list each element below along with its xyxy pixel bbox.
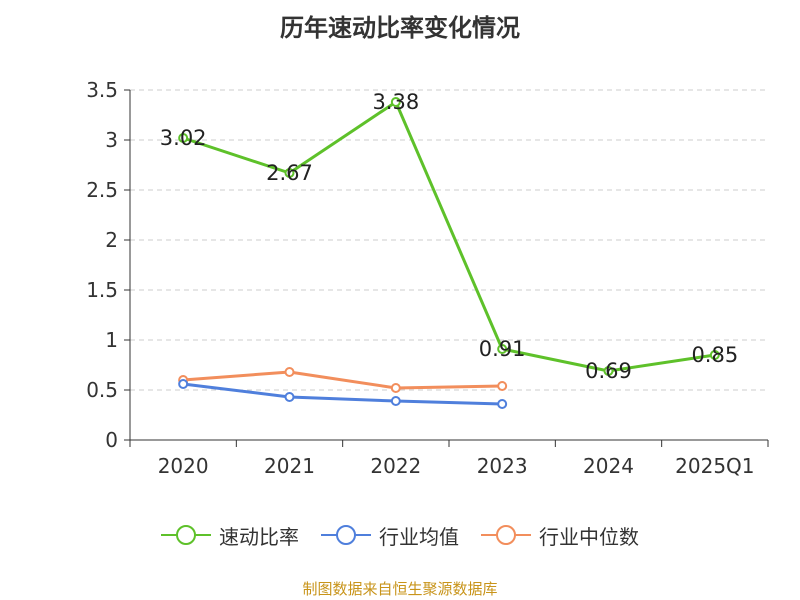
y-tick-label-0: 0	[105, 428, 118, 452]
chart-title: 历年速动比率变化情况	[280, 14, 520, 42]
data-label-4: 0.69	[585, 359, 632, 383]
series-line-2	[183, 370, 503, 390]
y-tick-label-3: 1.5	[86, 278, 118, 302]
data-point-s0-3	[497, 344, 508, 354]
data-point-s1-3	[497, 399, 508, 409]
data-point-s0-4	[603, 366, 614, 376]
data-point-s2-3	[497, 381, 508, 391]
data-point-s1-0	[178, 379, 189, 389]
y-tick-label-5: 2.5	[86, 178, 118, 202]
data-point-s2-2	[390, 383, 401, 393]
data-point-s2-1	[284, 367, 295, 377]
x-tick-label-1: 2021	[264, 454, 315, 478]
data-point-s1-1	[284, 392, 295, 402]
data-label-2: 3.38	[372, 90, 419, 114]
legend-item-industry-median[interactable]: 行业中位数	[481, 520, 639, 550]
data-point-s0-0	[178, 133, 189, 143]
data-point-s0-1	[284, 168, 295, 178]
x-tick-label-4: 2024	[583, 454, 634, 478]
series-line-1	[182, 382, 503, 406]
legend: 速动比率 行业均值 行业中位数	[0, 520, 800, 550]
legend-label-industry-median: 行业中位数	[539, 524, 639, 549]
data-label-5: 0.85	[691, 343, 738, 367]
data-point-s0-2	[390, 97, 401, 107]
source-note: 制图数据来自恒生聚源数据库	[302, 580, 498, 598]
legend-item-quick-ratio[interactable]: 速动比率	[161, 520, 299, 550]
data-label-0: 3.02	[160, 126, 207, 150]
x-tick-label-2: 2022	[370, 454, 421, 478]
data-label-1: 2.67	[266, 161, 313, 185]
x-tick-label-5: 2025Q1	[675, 454, 754, 478]
legend-marker-industry-mean	[321, 525, 371, 545]
y-tick-label-4: 2	[105, 228, 118, 252]
legend-marker-industry-median	[481, 525, 531, 545]
legend-item-industry-mean[interactable]: 行业均值	[321, 520, 459, 550]
data-label-3: 0.91	[479, 337, 526, 361]
series-line-0	[182, 100, 716, 373]
legend-label-quick-ratio: 速动比率	[219, 524, 299, 549]
x-tick-label-3: 2023	[477, 454, 528, 478]
y-tick-label-1: 0.5	[86, 378, 118, 402]
x-tick-label-0: 2020	[158, 454, 209, 478]
data-point-s0-5	[709, 350, 720, 360]
legend-label-industry-mean: 行业均值	[379, 524, 459, 549]
data-point-s1-2	[390, 396, 401, 406]
y-tick-label-2: 1	[105, 328, 118, 352]
legend-marker-quick-ratio	[161, 525, 211, 545]
y-tick-label-7: 3.5	[86, 78, 118, 102]
y-tick-label-6: 3	[105, 128, 118, 152]
